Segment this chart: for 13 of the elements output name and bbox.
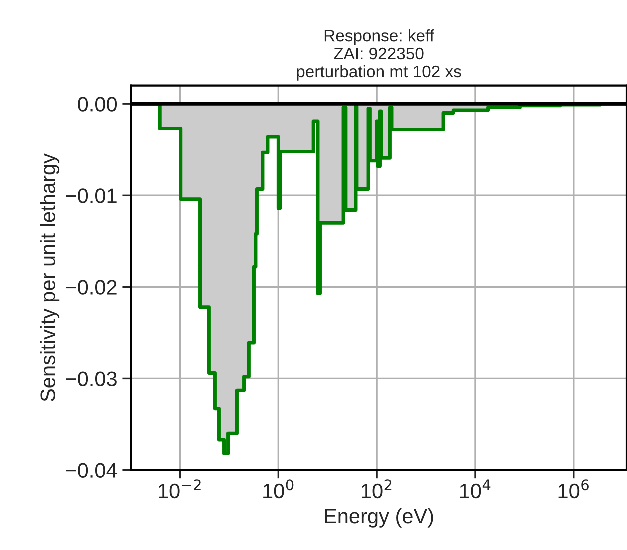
- y-tick-label: −0.04: [66, 463, 118, 478]
- x-tick-label: 10$^{4}$: [460, 480, 491, 499]
- x-tick-label: 10$^{−2}$: [159, 480, 201, 499]
- y-tick-label: −0.03: [66, 372, 117, 386]
- x-tick-label: 10$^{2}$: [362, 480, 392, 499]
- y-axis-title: Sensitivity per unit lethargy: [40, 154, 60, 402]
- x-tick-label: 10$^{0}$: [264, 480, 294, 499]
- y-tick-label: 0.00: [78, 97, 118, 112]
- chart-title: Response: keff ZAI: 922350 perturbation mt 102 xs: [297, 29, 462, 81]
- x-tick-label: 10$^{6}$: [558, 480, 589, 499]
- x-axis-title: Energy (eV): [325, 508, 434, 528]
- y-tick-label: −0.02: [66, 280, 117, 295]
- y-tick-label: −0.01: [66, 188, 117, 204]
